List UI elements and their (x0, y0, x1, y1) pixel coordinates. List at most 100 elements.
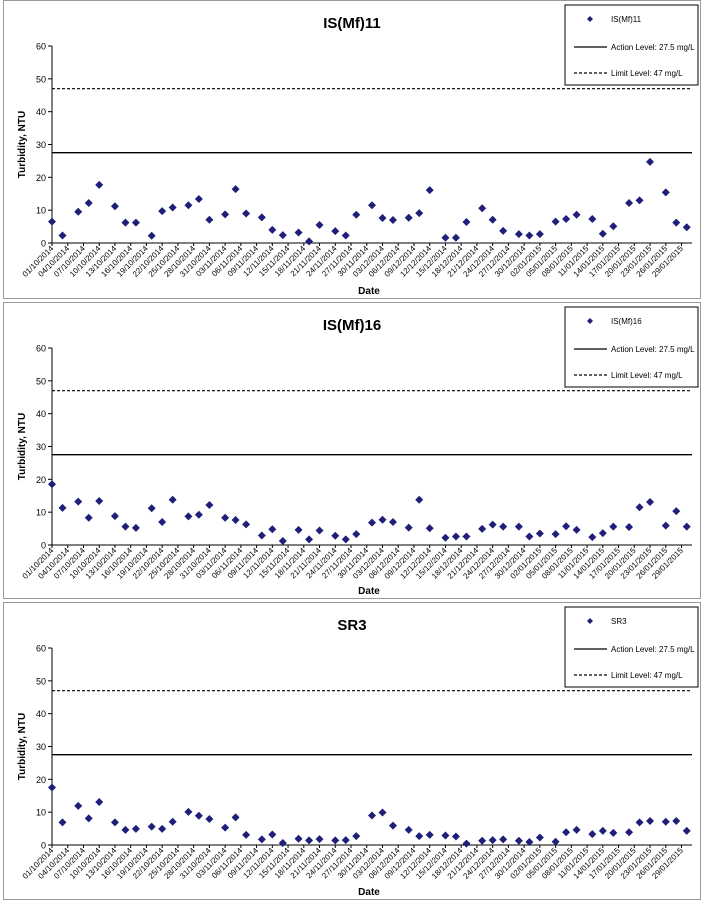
legend-label-limit-level: Limit Level: 47 mg/L (611, 671, 683, 680)
x-axis-label: Date (358, 286, 380, 297)
data-point (488, 520, 497, 529)
data-point (625, 522, 634, 531)
data-point (635, 503, 644, 512)
y-tick-label: 40 (36, 107, 46, 117)
data-point (551, 837, 560, 846)
data-point (404, 213, 413, 222)
data-point (331, 227, 340, 236)
data-point (488, 836, 497, 845)
data-point (242, 520, 251, 529)
y-axis-label: Turbidity, NTU (17, 713, 28, 780)
data-point (535, 230, 544, 239)
data-point (110, 818, 119, 827)
data-point (84, 513, 93, 522)
data-point (231, 185, 240, 194)
data-point (635, 818, 644, 827)
y-tick-label: 40 (36, 709, 46, 719)
data-point (294, 525, 303, 534)
data-point (168, 495, 177, 504)
y-tick-label: 10 (36, 206, 46, 216)
data-point (462, 532, 471, 541)
data-point (661, 817, 670, 826)
data-point (48, 783, 56, 792)
data-point (478, 204, 487, 213)
data-point (646, 817, 655, 826)
data-point (221, 823, 230, 832)
y-tick-label: 10 (36, 808, 46, 818)
data-point (572, 210, 581, 219)
y-tick-label: 0 (41, 239, 46, 249)
data-point (84, 198, 93, 207)
data-point (672, 817, 681, 826)
data-point (121, 825, 130, 834)
data-point (499, 835, 508, 844)
data-point (609, 828, 618, 837)
legend-marker-series (587, 318, 593, 324)
data-point (278, 537, 287, 546)
data-point (268, 830, 277, 839)
data-point (305, 237, 314, 246)
x-axis-label: Date (358, 586, 380, 597)
data-point (404, 523, 413, 532)
data-point (74, 497, 83, 506)
data-point (368, 518, 376, 527)
data-point (315, 835, 324, 844)
data-point (598, 826, 607, 835)
y-tick-label: 30 (36, 442, 46, 452)
data-point (168, 817, 177, 826)
data-point (242, 830, 251, 839)
data-point (425, 186, 434, 195)
data-point (682, 826, 691, 835)
data-point (257, 531, 266, 540)
legend-label-series: IS(Mf)16 (611, 317, 642, 326)
data-point (488, 215, 497, 224)
data-point (221, 210, 230, 219)
y-tick-label: 60 (36, 344, 46, 354)
legend-label-series: IS(Mf)11 (611, 15, 642, 24)
y-tick-label: 20 (36, 475, 46, 485)
data-point (514, 230, 523, 239)
y-tick-label: 20 (36, 173, 46, 183)
data-point (441, 233, 450, 242)
data-point (352, 530, 361, 539)
data-point (661, 521, 670, 530)
data-point (451, 233, 460, 242)
data-point (315, 526, 324, 535)
data-point (525, 532, 534, 541)
legend-label-action-level: Action Level: 27.5 mg/L (611, 43, 695, 52)
data-point (572, 825, 581, 834)
y-axis-label: Turbidity, NTU (17, 111, 28, 178)
data-point (110, 202, 119, 211)
data-point (110, 512, 119, 521)
data-point (131, 824, 140, 833)
data-point (231, 813, 240, 822)
data-point (305, 535, 314, 544)
y-tick-label: 30 (36, 742, 46, 752)
data-point (147, 822, 156, 831)
data-point (331, 531, 340, 540)
data-point (404, 825, 413, 834)
data-point (682, 522, 691, 531)
data-point (415, 832, 424, 841)
data-point (525, 838, 534, 847)
data-point (646, 157, 655, 166)
data-point (525, 231, 534, 240)
data-point (315, 220, 324, 229)
legend-label-series: SR3 (611, 617, 627, 626)
data-point (58, 503, 67, 512)
data-point (609, 222, 618, 231)
data-point (672, 218, 681, 227)
data-point (278, 839, 287, 848)
data-point (278, 231, 287, 240)
y-tick-label: 60 (36, 42, 46, 52)
data-point (158, 824, 167, 833)
data-point (131, 523, 140, 532)
data-point (598, 529, 607, 538)
data-point (514, 836, 523, 845)
data-point (562, 522, 571, 531)
data-point (194, 811, 203, 820)
data-point (352, 832, 361, 841)
y-tick-label: 0 (41, 841, 46, 851)
data-point (478, 836, 487, 845)
